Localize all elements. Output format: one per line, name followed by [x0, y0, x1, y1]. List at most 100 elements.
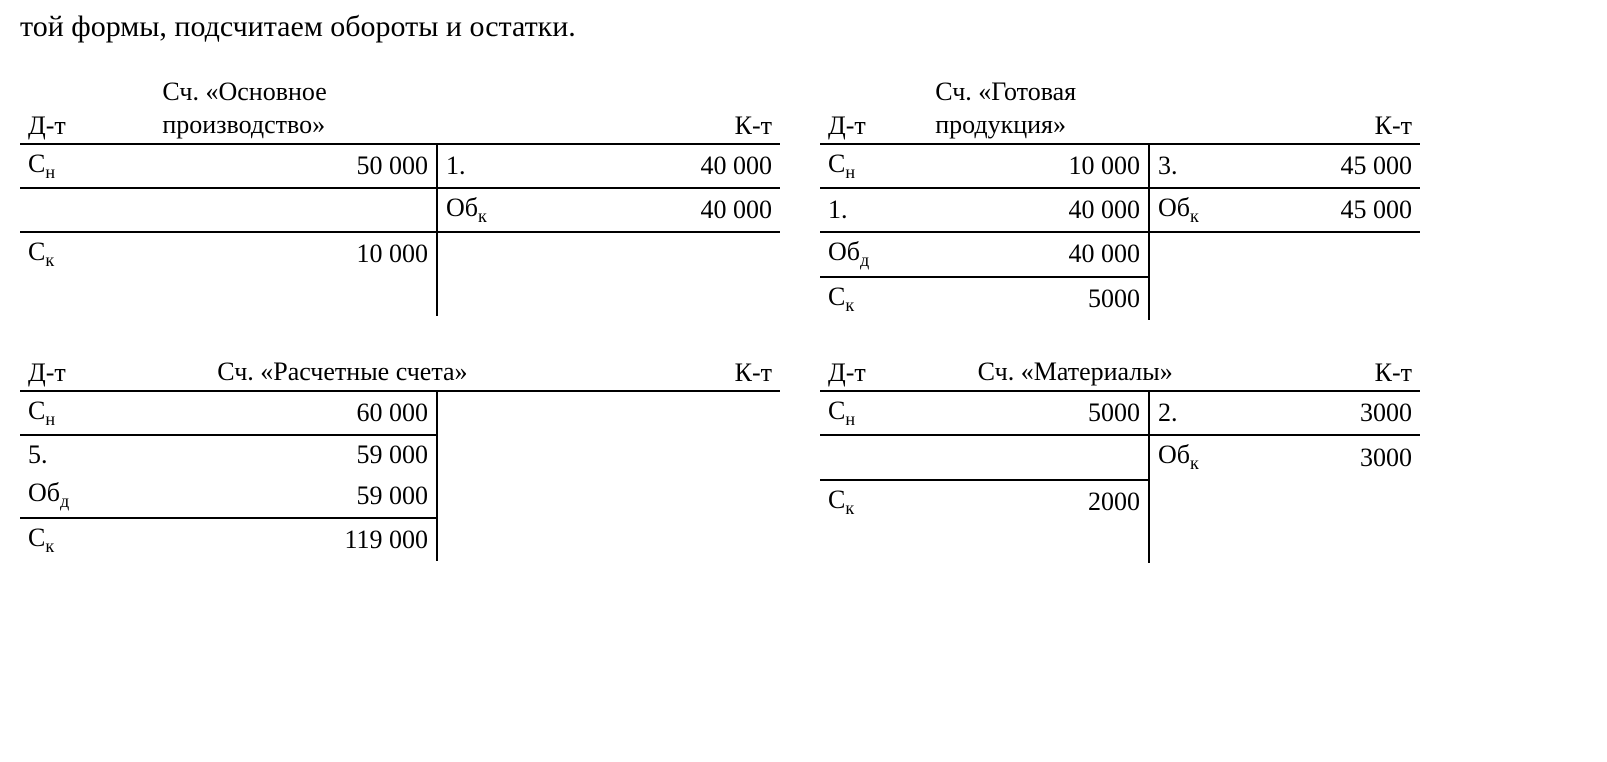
- account-title-line1: Сч. «Основное: [162, 77, 326, 106]
- label-sn-pre: С: [28, 396, 45, 425]
- credit-obk-value: 40 000: [487, 195, 772, 225]
- header-debit: Д-т: [820, 356, 929, 390]
- accounts-row-2: Д-т Сч. «Расчетные счета» К-т Сн 60 000 …: [20, 354, 1587, 563]
- credit-tail: [1150, 523, 1420, 563]
- debit-sn-value: 5000: [855, 398, 1140, 428]
- label-obk-sub: к: [1190, 206, 1199, 226]
- credit-row-1: 3. 45 000: [1150, 145, 1420, 187]
- credit-row-obk: Обк 40 000: [438, 187, 780, 231]
- debit-obd-value: 40 000: [869, 239, 1140, 269]
- header-debit: Д-т: [820, 109, 929, 143]
- credit-row-obk: Обк 3000: [1150, 434, 1420, 478]
- label-obd-pre: Об: [28, 478, 60, 507]
- account-title: Сч. «Основное производство»: [156, 74, 528, 143]
- label-sk-pre: С: [828, 485, 845, 514]
- credit-row-1-label: 3.: [1158, 151, 1178, 181]
- credit-row-blank: [438, 517, 780, 561]
- label-sk-pre: С: [828, 282, 845, 311]
- label-obk-pre: Об: [446, 193, 478, 222]
- header-credit: К-т: [1221, 109, 1420, 143]
- credit-row-blank: [438, 392, 780, 434]
- t-account-gotovaya-produkciya: Д-т Сч. «Готовая продукция» К-т Сн 10 00…: [820, 74, 1420, 320]
- debit-obd-value: 59 000: [69, 481, 428, 511]
- debit-row-sn: Сн 5000: [820, 392, 1150, 434]
- label-sk-sub: к: [45, 251, 54, 271]
- account-title: Сч. «Расчетные счета»: [156, 354, 528, 391]
- credit-row-1-value: 40 000: [466, 151, 773, 181]
- credit-row-1: 2. 3000: [1150, 392, 1420, 434]
- debit-tail: [820, 523, 1150, 563]
- label-obk-sub: к: [478, 206, 487, 226]
- label-obd-pre: Об: [828, 237, 860, 266]
- header-credit: К-т: [1221, 356, 1420, 390]
- credit-row-blank: [438, 231, 780, 275]
- t-account-materialy: Д-т Сч. «Материалы» К-т Сн 5000 2. 3000 …: [820, 354, 1420, 563]
- account-title-line2: продукция»: [935, 110, 1066, 139]
- debit-row-2: 1. 40 000: [820, 187, 1150, 231]
- debit-sk-value: 2000: [854, 487, 1140, 517]
- label-sk-sub: к: [45, 536, 54, 556]
- header-debit: Д-т: [20, 356, 156, 390]
- debit-row-sk: Ск 10 000: [20, 231, 438, 275]
- account-title-line1: Сч. «Готовая: [935, 77, 1076, 106]
- label-obk-sub: к: [1190, 454, 1199, 474]
- credit-obk-value: 45 000: [1199, 195, 1412, 225]
- credit-tail: [438, 276, 780, 316]
- debit-row-blank: [20, 187, 438, 231]
- label-sn-sub: н: [845, 409, 855, 429]
- label-sn-pre: С: [828, 149, 845, 178]
- credit-obk-value: 3000: [1199, 443, 1412, 473]
- credit-row-blank: [1150, 276, 1420, 320]
- credit-row-1-label: 2.: [1158, 398, 1178, 428]
- credit-row-1-value: 45 000: [1178, 151, 1413, 181]
- credit-row-1: 1. 40 000: [438, 145, 780, 187]
- credit-row-blank: [438, 474, 780, 516]
- debit-sn-value: 10 000: [855, 151, 1140, 181]
- debit-row-obd: Обд 40 000: [820, 231, 1150, 275]
- label-sn-pre: С: [828, 396, 845, 425]
- credit-row-1-value: 3000: [1178, 398, 1413, 428]
- debit-row-obd: Обд 59 000: [20, 474, 438, 516]
- credit-row-blank: [438, 434, 780, 474]
- label-sn-sub: н: [845, 162, 855, 182]
- account-title: Сч. «Готовая продукция»: [929, 74, 1221, 143]
- debit-row-2-value: 40 000: [848, 195, 1141, 225]
- debit-row-blank: [820, 434, 1150, 478]
- header-debit: Д-т: [20, 109, 156, 143]
- t-account-osnovnoe-proizvodstvo: Д-т Сч. «Основное производство» К-т Сн 5…: [20, 74, 780, 316]
- debit-row-2-label: 5.: [28, 440, 48, 470]
- label-sn-sub: н: [45, 162, 55, 182]
- account-title-line2: производство»: [162, 110, 325, 139]
- credit-row-blank: [1150, 231, 1420, 275]
- debit-row-sn: Сн 10 000: [820, 145, 1150, 187]
- header-credit: К-т: [528, 356, 780, 390]
- debit-tail: [20, 276, 438, 316]
- t-account-raschetnye-scheta: Д-т Сч. «Расчетные счета» К-т Сн 60 000 …: [20, 354, 780, 561]
- debit-sn-value: 50 000: [55, 151, 428, 181]
- label-sk-sub: к: [845, 295, 854, 315]
- debit-row-2-value: 59 000: [48, 440, 429, 470]
- debit-row-sn: Сн 60 000: [20, 392, 438, 434]
- account-title: Сч. «Материалы»: [929, 354, 1221, 391]
- label-sn-pre: С: [28, 149, 45, 178]
- credit-row-obk: Обк 45 000: [1150, 187, 1420, 231]
- debit-row-2-label: 1.: [828, 195, 848, 225]
- debit-row-sk: Ск 2000: [820, 479, 1150, 523]
- debit-sk-value: 119 000: [54, 525, 428, 555]
- debit-row-sk: Ск 119 000: [20, 517, 438, 561]
- header-credit: К-т: [528, 109, 780, 143]
- credit-row-blank: [1150, 479, 1420, 523]
- debit-row-sn: Сн 50 000: [20, 145, 438, 187]
- label-obd-sub: д: [860, 251, 869, 271]
- credit-row-1-label: 1.: [446, 151, 466, 181]
- debit-sk-value: 5000: [854, 284, 1140, 314]
- label-sn-sub: н: [45, 409, 55, 429]
- label-obk-pre: Об: [1158, 440, 1190, 469]
- accounts-row-1: Д-т Сч. «Основное производство» К-т Сн 5…: [20, 74, 1587, 320]
- label-sk-pre: С: [28, 523, 45, 552]
- debit-row-sk: Ск 5000: [820, 276, 1150, 320]
- label-obk-pre: Об: [1158, 193, 1190, 222]
- debit-sk-value: 10 000: [54, 239, 428, 269]
- debit-sn-value: 60 000: [55, 398, 428, 428]
- debit-row-2: 5. 59 000: [20, 434, 438, 474]
